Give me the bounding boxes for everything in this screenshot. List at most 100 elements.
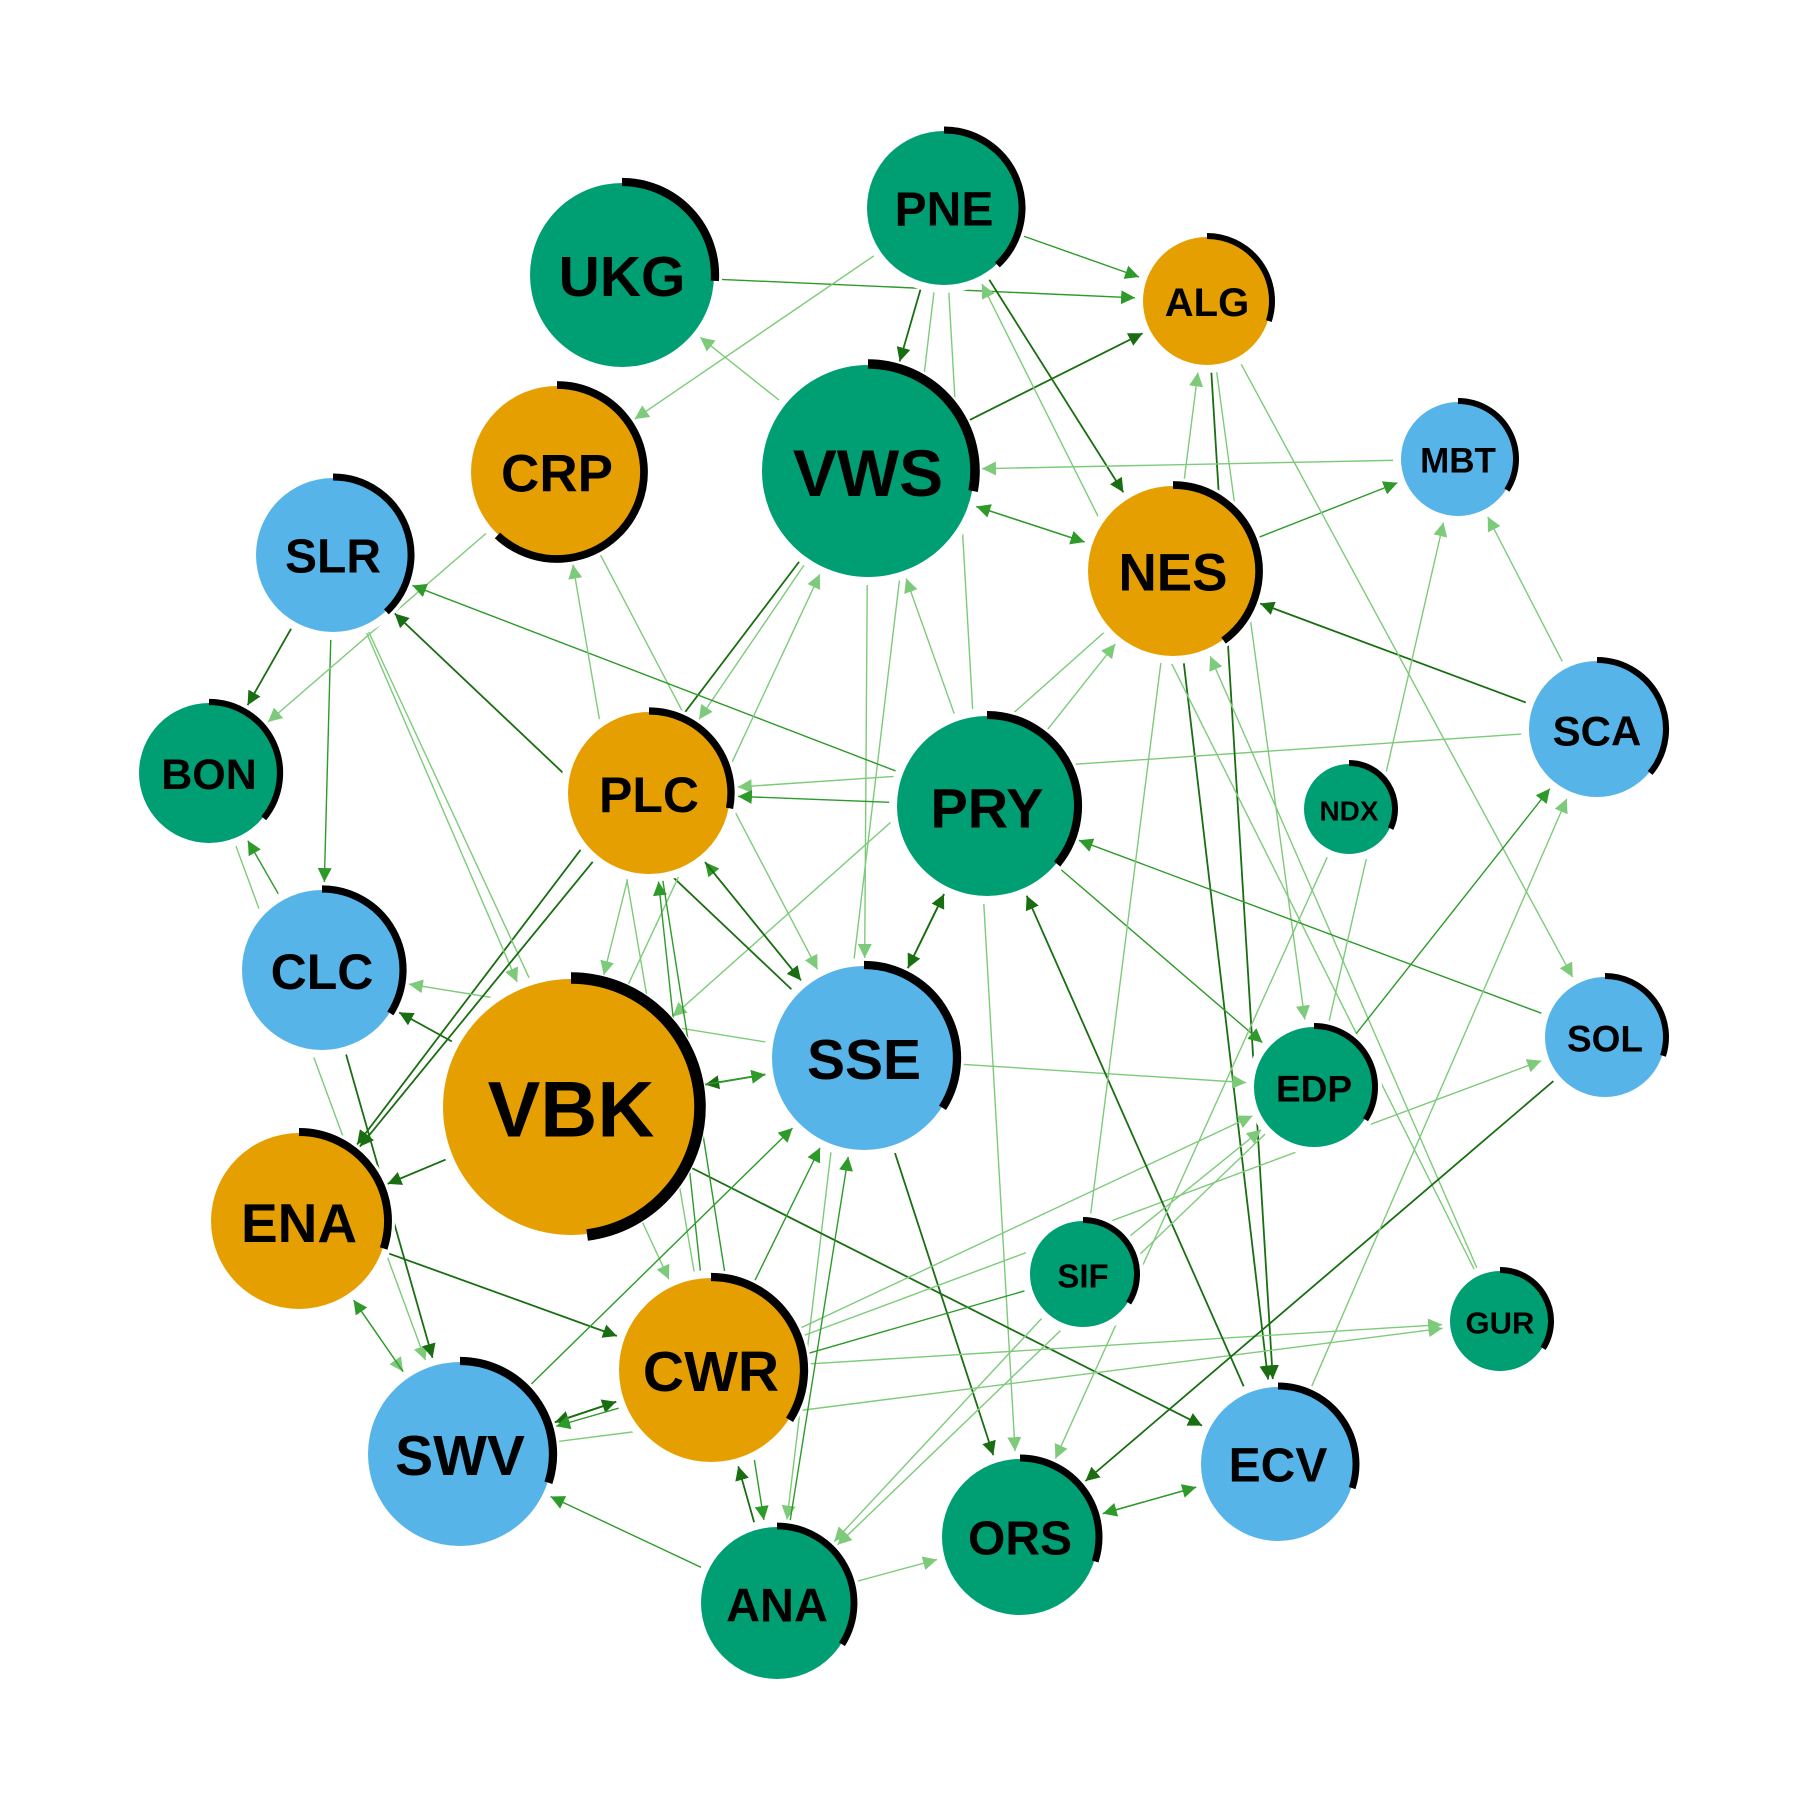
node-label: SWV <box>395 1424 525 1488</box>
edge-cwr-to-sol <box>800 1059 1542 1338</box>
node-ring-arc <box>1499 1267 1554 1350</box>
node-circle <box>242 890 402 1050</box>
node-ring-arc <box>943 126 1026 268</box>
edge-sol-to-pry <box>1078 838 1546 1016</box>
node-ndx: NDX <box>1296 756 1402 862</box>
edge-ena-to-cwr <box>385 1251 618 1338</box>
edge-sse-to-edp <box>959 1063 1247 1089</box>
edge-sca-to-nes <box>1259 601 1530 705</box>
edge-vbk-to-sse <box>701 1069 766 1086</box>
edge-plc-to-ena <box>359 858 596 1148</box>
node-ring-arc <box>1172 481 1263 644</box>
node-label: SIF <box>1057 1258 1108 1295</box>
edge-ecv-to-sca <box>1309 798 1568 1390</box>
node-label: VBK <box>488 1065 655 1154</box>
node-circle <box>942 1459 1098 1615</box>
edge-ndx-to-ors <box>1054 853 1330 1459</box>
node-ring-arc <box>208 698 284 821</box>
edge-vws-to-ukg <box>699 336 783 404</box>
node-label: SCA <box>1553 708 1642 755</box>
node-label: NDX <box>1319 796 1378 827</box>
node-vbk: VBK <box>435 971 707 1243</box>
node-ring-arc <box>1457 398 1519 492</box>
node-circle <box>568 712 730 874</box>
node-plc: PLC <box>560 704 738 882</box>
node-label: CWR <box>643 1340 779 1404</box>
edge-pne-to-vws <box>896 285 923 362</box>
edge-vbk-to-clc <box>398 1011 456 1045</box>
node-sca: SCA <box>1521 653 1673 805</box>
node-ring-arc <box>867 359 980 492</box>
node-edp: EDP <box>1246 1019 1382 1155</box>
edge-pry-to-edp <box>1057 866 1263 1044</box>
node-clc: CLC <box>234 882 410 1058</box>
node-mbt: MBT <box>1393 394 1523 524</box>
node-circle <box>368 1362 552 1546</box>
node-circle <box>1529 661 1665 797</box>
edge-ana-to-swv <box>550 1495 705 1570</box>
node-label: PRY <box>930 777 1043 840</box>
edge-pne-to-nes <box>986 276 1125 493</box>
edge-pry-to-vws <box>904 578 957 718</box>
node-ring-arc <box>298 1128 392 1250</box>
node-circle <box>1450 1271 1550 1371</box>
edge-cwr-to-gur <box>806 1318 1443 1365</box>
node-crp: CRP <box>463 378 651 566</box>
edge-pry-to-nes <box>1044 643 1116 733</box>
edge-ecv-to-ors <box>1102 1485 1201 1517</box>
edge-gur-to-nes <box>1209 655 1480 1272</box>
node-label: EDP <box>1276 1069 1352 1110</box>
edge-pry-to-plc <box>737 789 894 804</box>
edge-slr-to-bon <box>246 624 294 706</box>
node-sif: SIF <box>1022 1213 1144 1335</box>
edge-vws-to-sse <box>857 580 872 959</box>
node-label: MBT <box>1420 442 1496 481</box>
node-label: CRP <box>501 445 613 504</box>
node-label: GUR <box>1466 1306 1535 1341</box>
node-ors: ORS <box>934 1451 1106 1623</box>
node-circle <box>471 386 643 558</box>
edge-sca-to-plc <box>737 733 1526 794</box>
edge-cwr-to-sse <box>752 1147 821 1285</box>
edge-nes-to-mbt <box>1255 481 1398 540</box>
node-label: CLC <box>271 944 374 1000</box>
node-label: ECV <box>1229 1440 1328 1493</box>
edge-ana-to-ors <box>854 1556 938 1583</box>
node-label: ENA <box>241 1192 357 1254</box>
node-ring-arc <box>986 710 1083 867</box>
edge-vbk-to-ecv <box>688 1165 1203 1427</box>
edge-nes-to-vbk <box>672 629 1107 1018</box>
node-label: VWS <box>793 436 943 510</box>
node-circle <box>1143 237 1271 365</box>
edge-gur-to-pne <box>981 283 1477 1274</box>
edge-swv-to-ena <box>352 1299 407 1376</box>
node-label: NES <box>1119 544 1228 603</box>
edge-swv-to-sse <box>528 1127 794 1388</box>
node-ring-arc <box>1019 1454 1103 1563</box>
edge-pne-to-alg <box>1020 234 1140 279</box>
edge-sol-to-ors <box>1084 1077 1557 1482</box>
node-label: ANA <box>726 1579 828 1632</box>
edge-alg-to-sol <box>1238 360 1574 978</box>
node-ring-arc <box>332 473 415 615</box>
node-pry: PRY <box>889 708 1085 904</box>
node-ring-arc <box>710 1272 809 1423</box>
node-label: SSE <box>807 1028 921 1092</box>
node-circle <box>1545 977 1665 1097</box>
edge-sif-to-edp <box>1126 1129 1262 1239</box>
edge-plc-to-vbk <box>600 875 630 976</box>
node-ring-arc <box>1313 1023 1378 1122</box>
edge-ana-to-cwr <box>735 1465 757 1527</box>
edge-alg-to-edp <box>1215 368 1310 1020</box>
node-ring-arc <box>776 1522 858 1647</box>
node-sol: SOL <box>1537 969 1673 1105</box>
edge-swv-to-cwr <box>550 1399 617 1425</box>
edge-pry-to-slr <box>412 583 900 773</box>
node-label: PNE <box>895 184 994 237</box>
node-cwr: CWR <box>611 1270 811 1470</box>
node-pne: PNE <box>859 123 1029 293</box>
node-swv: SWV <box>360 1354 560 1554</box>
node-circle <box>256 478 410 632</box>
node-circle <box>211 1133 387 1309</box>
